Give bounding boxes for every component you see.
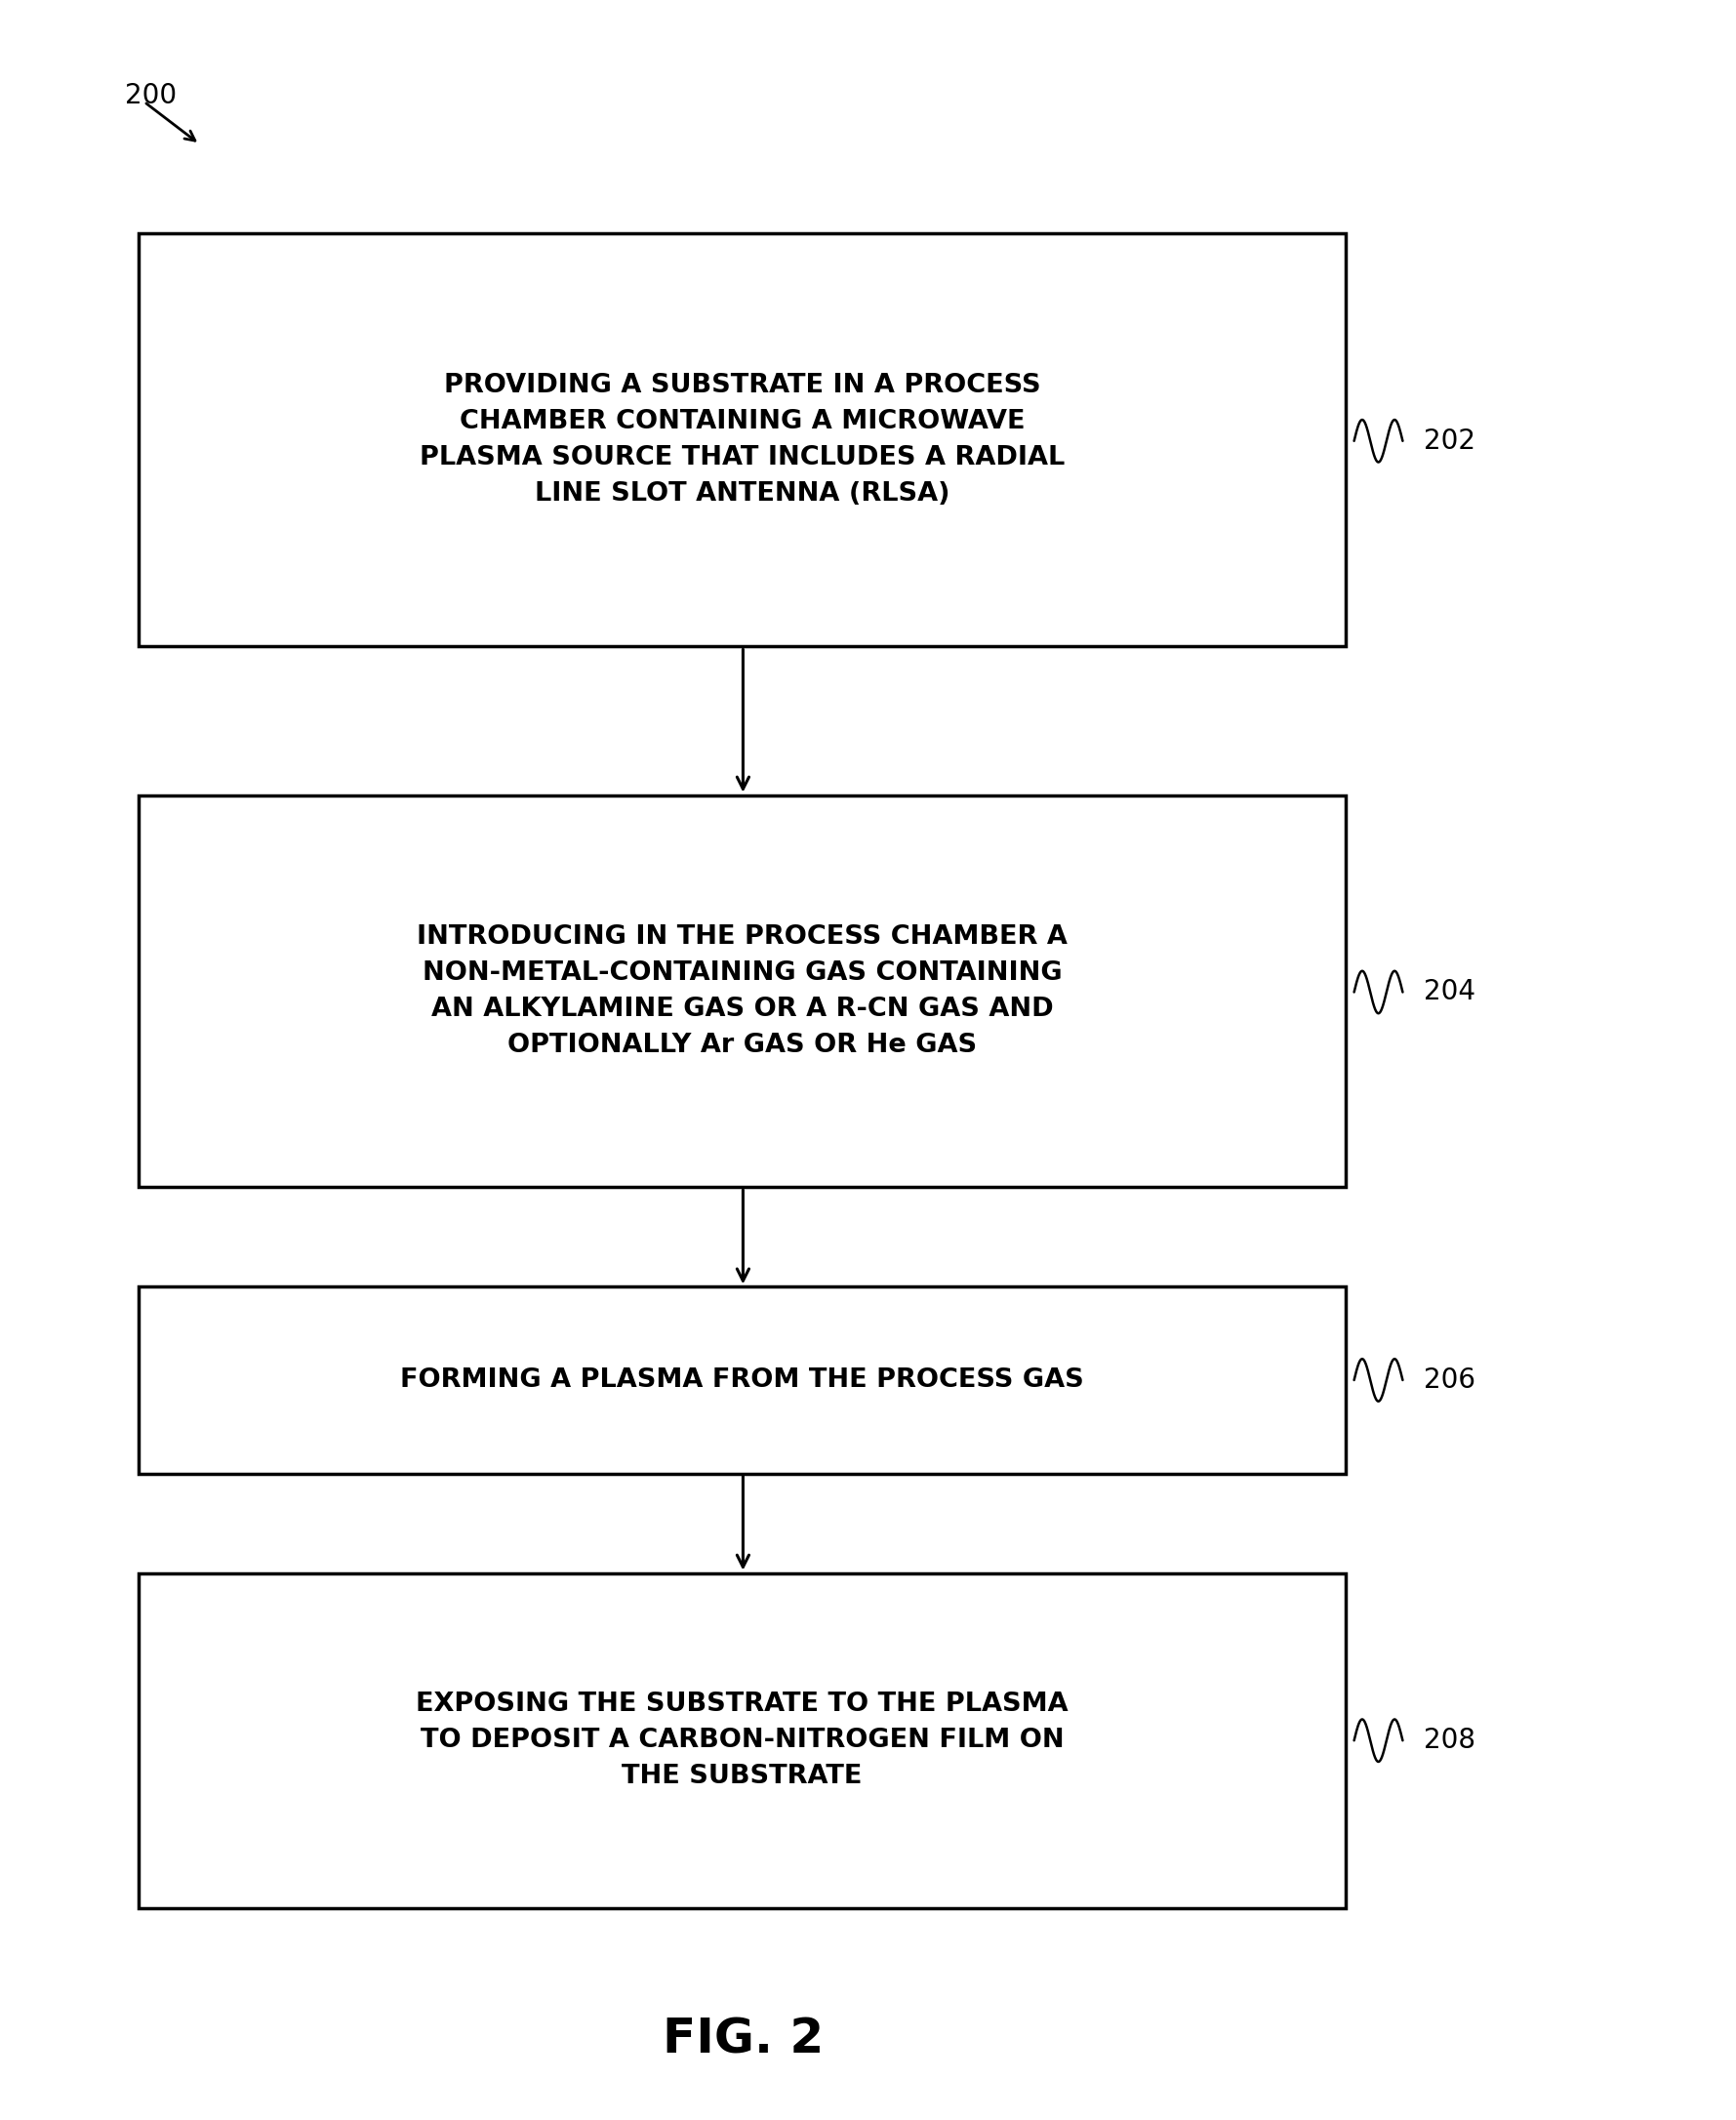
Text: FIG. 2: FIG. 2: [663, 2016, 823, 2063]
FancyBboxPatch shape: [139, 233, 1345, 647]
Text: INTRODUCING IN THE PROCESS CHAMBER A
NON-METAL-CONTAINING GAS CONTAINING
AN ALKY: INTRODUCING IN THE PROCESS CHAMBER A NON…: [417, 924, 1068, 1058]
FancyBboxPatch shape: [139, 795, 1345, 1187]
Text: 202: 202: [1424, 428, 1476, 454]
Text: FORMING A PLASMA FROM THE PROCESS GAS: FORMING A PLASMA FROM THE PROCESS GAS: [401, 1367, 1083, 1393]
Text: 200: 200: [125, 83, 177, 108]
FancyBboxPatch shape: [139, 1573, 1345, 1908]
Text: 204: 204: [1424, 979, 1476, 1005]
FancyBboxPatch shape: [139, 1287, 1345, 1473]
Text: 208: 208: [1424, 1728, 1476, 1753]
Text: PROVIDING A SUBSTRATE IN A PROCESS
CHAMBER CONTAINING A MICROWAVE
PLASMA SOURCE : PROVIDING A SUBSTRATE IN A PROCESS CHAMB…: [420, 373, 1064, 507]
Text: 206: 206: [1424, 1367, 1476, 1393]
Text: EXPOSING THE SUBSTRATE TO THE PLASMA
TO DEPOSIT A CARBON-NITROGEN FILM ON
THE SU: EXPOSING THE SUBSTRATE TO THE PLASMA TO …: [417, 1692, 1068, 1789]
